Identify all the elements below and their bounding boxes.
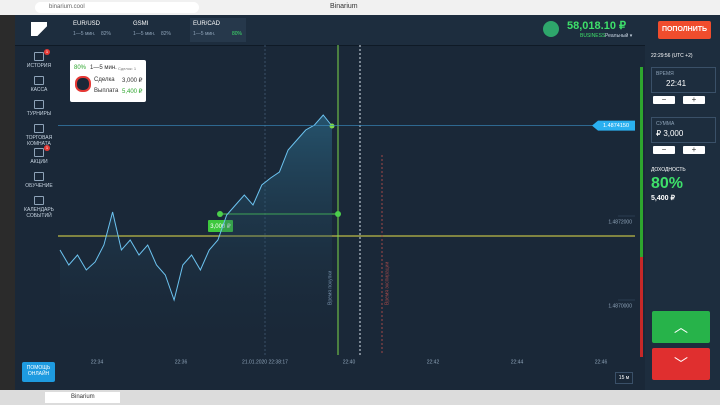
pair-info: 1—5 мин.: [133, 31, 156, 37]
nav-label: АКЦИИ: [30, 159, 48, 165]
card-timer: [75, 76, 91, 92]
nav-item[interactable]: КАЛЕНДАРЬ СОБЫТИЙ: [18, 196, 60, 219]
x-tick-label: 21.01.2020 22:38:17: [242, 359, 288, 365]
trade-card[interactable]: 80% 1—5 мин. Сделок: 1 Сделка 3,000 ₽ Вы…: [70, 60, 146, 102]
expiry-label: Время экспирации: [384, 262, 390, 305]
nav-label: ОБУЧЕНИЕ: [25, 183, 53, 189]
card-payout-label: Выплата: [94, 88, 119, 94]
time-minus[interactable]: −: [653, 96, 675, 104]
x-tick-label: 22:42: [427, 359, 440, 365]
time-value: 22:41: [666, 79, 687, 88]
y-tick-label: 1.4872000: [608, 219, 632, 225]
x-tick-label: 22:46: [595, 359, 608, 365]
card-duration: 1—5 мин.: [90, 65, 117, 71]
amount-box[interactable]: СУММА ₽ 3,000: [651, 117, 716, 143]
nav-item[interactable]: АКЦИИ 1: [18, 145, 60, 165]
price-line: [59, 114, 333, 302]
deposit-button[interactable]: ПОПОЛНИТЬ: [658, 21, 711, 39]
pair-tab[interactable]: EUR/CAD 1—5 мин. 80%: [190, 18, 246, 42]
pair-payout: 82%: [101, 31, 112, 37]
card-deal: 3,000 ₽: [122, 78, 143, 84]
nav-label: КАЛЕНДАРЬ СОБЫТИЙ: [24, 207, 54, 219]
logo: [31, 22, 47, 36]
nav-icon: [34, 100, 44, 109]
nav-label: КАССА: [30, 87, 48, 93]
help-button[interactable]: ПОМОЩЬ ОНЛАЙН: [22, 362, 55, 382]
current-price-tag: [592, 120, 635, 131]
pair-name: EUR/USD: [73, 21, 101, 27]
chart: Время покупки Время экспирации 3,000 ₽ 1…: [58, 45, 635, 365]
pair-tab[interactable]: EUR/USD 1—5 мин. 82%: [70, 18, 126, 42]
x-tick-label: 22:44: [511, 359, 524, 365]
account: BUSINESS: [580, 33, 606, 39]
nav-item[interactable]: КАССА: [18, 76, 60, 93]
nav-item[interactable]: ТУРНИРЫ: [18, 100, 60, 117]
nav-item[interactable]: ОБУЧЕНИЕ: [18, 172, 60, 189]
x-tick-label: 22:40: [343, 359, 356, 365]
amount-value: ₽ 3,000: [656, 129, 684, 138]
pair-payout: 80%: [232, 31, 243, 37]
nav-badge: 1: [44, 49, 50, 55]
taskbar: Binarium: [0, 390, 720, 405]
time-box[interactable]: ВРЕМЯ 22:41: [651, 67, 716, 93]
window-title: Binarium: [330, 3, 358, 10]
time-plus[interactable]: +: [683, 96, 705, 104]
nav-badge: 1: [44, 145, 50, 151]
app-header: 58,018.10 ₽ BUSINESS Реальный ▾ ПОПОЛНИТ…: [15, 15, 720, 46]
amount-minus[interactable]: −: [653, 146, 675, 154]
browser-bar: binarium.cool Binarium: [0, 0, 720, 15]
time-label: ВРЕМЯ: [656, 71, 674, 77]
pair-name: GSMI: [133, 21, 149, 27]
deal-marker-label: 3,000 ₽: [210, 223, 231, 230]
up-button[interactable]: ︿: [652, 311, 710, 343]
tab[interactable]: Binarium: [45, 392, 120, 403]
nav-icon: [34, 172, 44, 181]
pair-info: 1—5 мин.: [193, 31, 216, 37]
pair-tab[interactable]: GSMI 1—5 мин. 82%: [130, 18, 186, 42]
y-tick-label: 1.4870000: [608, 303, 632, 309]
pair-name: EUR/CAD: [193, 21, 221, 27]
price-area: [60, 115, 332, 355]
balance: 58,018.10 ₽: [567, 20, 626, 32]
x-tick-label: 22:34: [91, 359, 104, 365]
x-tick-label: 22:36: [175, 359, 188, 365]
down-bar: [640, 257, 643, 357]
nav-icon: [34, 148, 44, 157]
nav-label: ТУРНИРЫ: [26, 111, 52, 117]
nav-label: ТОРГОВАЯ КОМНАТА: [25, 135, 53, 147]
clock: 22:29:56 (UTC +2): [651, 53, 693, 59]
current-price-label: 1.4874150: [603, 123, 629, 129]
pair-payout: 82%: [161, 31, 172, 37]
card-payout-value: 5,400 ₽: [122, 89, 143, 95]
amount-plus[interactable]: +: [683, 146, 705, 154]
timeframe[interactable]: 15 м: [615, 372, 633, 384]
yield: 80%: [651, 175, 684, 192]
yield-value: 5,400 ₽: [651, 195, 675, 202]
nav-icon: [34, 52, 44, 61]
avatar: [543, 21, 559, 37]
browser-sidebar: [0, 15, 15, 390]
amount-label: СУММА: [656, 121, 675, 127]
nav-item[interactable]: ИСТОРИЯ 1: [18, 49, 60, 69]
card-deal-label: Сделка: [94, 77, 115, 83]
nav-icon: [34, 196, 44, 205]
nav-item[interactable]: ТОРГОВАЯ КОМНАТА: [18, 124, 60, 147]
pair-info: 1—5 мин.: [73, 31, 96, 37]
trade-panel: 22:29:56 (UTC +2) ВРЕМЯ 22:41 − + СУММА …: [640, 45, 720, 390]
down-button[interactable]: ﹀: [652, 348, 710, 380]
account-type[interactable]: Реальный ▾: [605, 33, 633, 39]
yield-label: ДОХОДНОСТЬ: [651, 167, 686, 173]
up-bar: [640, 67, 643, 257]
deal-point: [217, 211, 223, 217]
nav-icon: [34, 124, 44, 133]
nav-icon: [34, 76, 44, 85]
address-bar[interactable]: binarium.cool: [35, 2, 199, 13]
nav-label: ИСТОРИЯ: [26, 63, 52, 69]
card-payout: 80%: [74, 65, 87, 71]
deal-end: [335, 211, 341, 217]
card-count: Сделок: 1: [118, 66, 137, 71]
